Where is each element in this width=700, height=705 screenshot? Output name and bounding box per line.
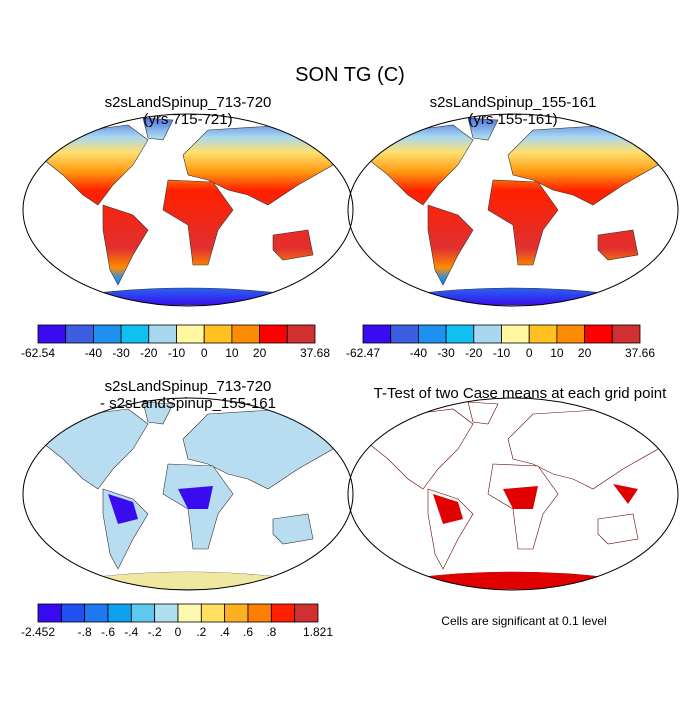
panel-subtitle: - s2sLandSpinup_155-161 [100,395,276,412]
colorbar-label: 20 [578,346,592,360]
panel-title: s2sLandSpinup_155-161 [430,94,597,111]
colorbar-label: .2 [196,625,206,639]
map-panel [347,113,679,307]
colorbar-box [294,603,319,623]
colorbar-label: 10 [550,346,564,360]
colorbar-box [528,324,558,344]
map-border [22,397,354,591]
colorbar-box [286,324,316,344]
colorbar-label: -10 [493,346,511,360]
colorbar-label: -2.452 [21,625,55,639]
map-border [347,113,679,307]
panel-subtitle: (yrs 715-721) [143,111,232,128]
map-panel [22,397,354,591]
land [362,117,664,306]
colorbar-box [473,324,502,344]
colorbar-box [154,603,179,623]
colorbar-box [148,324,177,344]
colorbar-label: 10 [225,346,239,360]
map-panel [22,113,354,307]
panel-title: T-Test of two Case means at each grid po… [374,385,667,402]
note: Cells are significant at 0.1 level [441,614,606,628]
colorbar-box [203,324,233,344]
colorbar-label: .6 [243,625,253,639]
colorbar-label: 0 [201,346,208,360]
colorbar-box [177,603,202,623]
colorbar-label: -30 [112,346,130,360]
panel-subtitle: (yrs 155-161) [468,111,557,128]
colorbar-box [362,324,392,344]
colorbar-label: -30 [437,346,455,360]
colorbar-label: 0 [526,346,533,360]
colorbar-label: -40 [410,346,428,360]
colorbar-box [417,324,447,344]
colorbar-box [611,324,641,344]
colorbar-box [231,324,260,344]
colorbar-box [93,324,122,344]
colorbar-label: -.6 [101,625,115,639]
colorbar-label: -20 [140,346,158,360]
colorbar-box [130,603,156,623]
colorbar-box [60,603,86,623]
land [37,117,339,306]
colorbar-box [501,324,530,344]
figure-title: SON TG (C) [295,64,405,86]
colorbar-box [270,603,296,623]
colorbar-label: 20 [253,346,267,360]
colorbar-label: -.2 [148,625,162,639]
colorbar-label: -20 [465,346,483,360]
colorbar-box [259,324,288,344]
colorbar-label: -10 [168,346,186,360]
colorbar-box [556,324,586,344]
colorbar-label: .4 [220,625,230,639]
map-border [347,397,679,591]
colorbar-label: -62.54 [21,346,55,360]
colorbar-label: -62.47 [346,346,380,360]
map-border [22,113,354,307]
colorbar-label: 37.66 [625,346,655,360]
colorbar-box [37,603,62,623]
colorbar-label: -40 [85,346,103,360]
colorbar-box [37,324,67,344]
colorbar-label: 1.821 [303,625,333,639]
colorbar-box [390,324,419,344]
colorbar-box [247,603,272,623]
colorbar-box [200,603,226,623]
colorbar-box [65,324,94,344]
colorbar-label: .8 [266,625,276,639]
colorbar-label: 37.68 [300,346,330,360]
colorbar-label: -.4 [124,625,138,639]
colorbar-box [224,603,249,623]
colorbar-box [584,324,613,344]
map-panel [347,397,679,591]
colorbar-box [84,603,109,623]
colorbar-box [176,324,205,344]
panel-title: s2sLandSpinup_713-720 [105,94,272,111]
colorbar-label: 0 [175,625,182,639]
panel-title: s2sLandSpinup_713-720 [105,378,272,395]
colorbar-box [120,324,150,344]
land-anomaly [88,572,288,589]
colorbar-box [107,603,132,623]
colorbar-label: -.8 [78,625,92,639]
land-anomaly [108,486,213,524]
colorbar-box [445,324,475,344]
